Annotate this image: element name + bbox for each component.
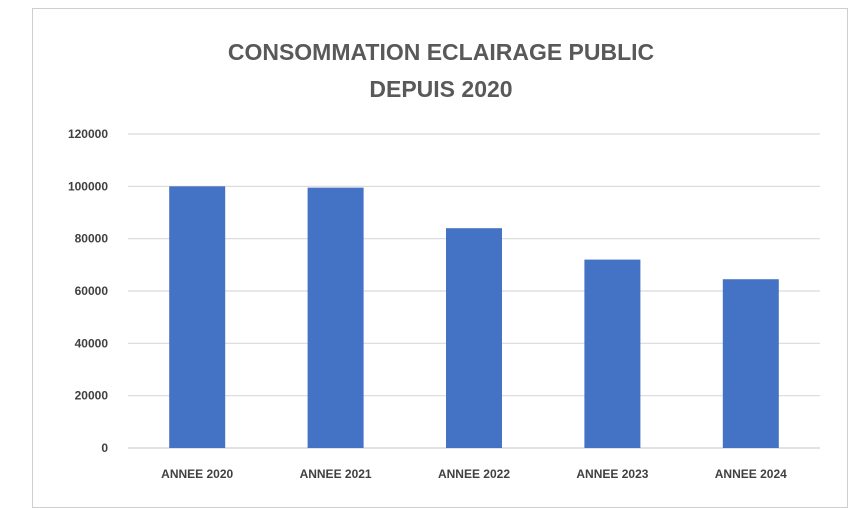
y-tick-label: 40000	[75, 336, 109, 350]
chart-title-line-1: CONSOMMATION ECLAIRAGE PUBLIC	[228, 39, 654, 65]
y-tick-label: 0	[101, 441, 108, 455]
x-category-label: ANNEE 2023	[576, 467, 648, 481]
x-category-label: ANNEE 2021	[300, 467, 372, 481]
x-category-label: ANNEE 2024	[715, 467, 787, 481]
bars	[169, 186, 779, 449]
x-category-label: ANNEE 2022	[438, 467, 510, 481]
x-axis-labels: ANNEE 2020 ANNEE 2021 ANNEE 2022 ANNEE 2023…	[161, 467, 787, 481]
bar-chart: CONSOMMATION ECLAIRAGE PUBLIC DEPUIS 202…	[68, 39, 820, 481]
x-category-label: ANNEE 2020	[161, 467, 233, 481]
y-tick-label: 120000	[68, 127, 108, 141]
y-tick-label: 60000	[75, 284, 109, 298]
y-tick-label: 20000	[75, 389, 109, 403]
y-tick-label: 80000	[75, 232, 109, 246]
y-tick-label: 100000	[68, 179, 108, 193]
bar-annee-2021	[307, 187, 364, 448]
bar-annee-2024	[722, 279, 779, 448]
chart-title-line-2: DEPUIS 2020	[369, 76, 512, 102]
bar-annee-2022	[446, 228, 502, 448]
bar-annee-2020	[169, 186, 226, 449]
bar-annee-2023	[584, 259, 641, 448]
y-axis-ticks: 0 20000 40000 60000 80000 100000 120000	[68, 127, 108, 455]
chart-frame	[32, 8, 848, 508]
